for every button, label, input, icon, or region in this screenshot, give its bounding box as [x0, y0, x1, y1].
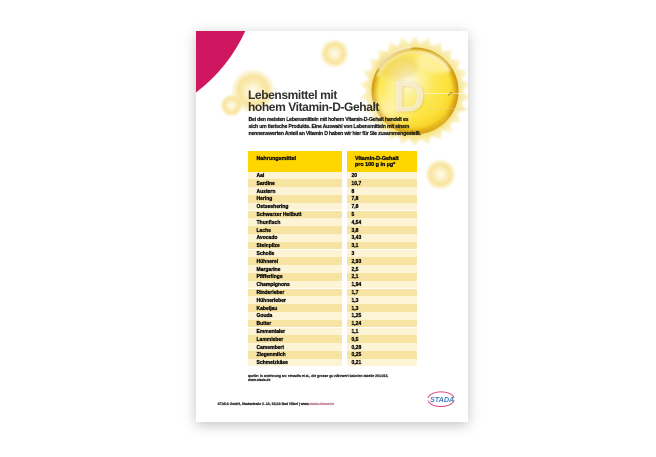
svg-text:D: D — [394, 73, 426, 122]
svg-text:D: D — [393, 72, 425, 121]
svg-text:STADA: STADA — [430, 395, 454, 404]
